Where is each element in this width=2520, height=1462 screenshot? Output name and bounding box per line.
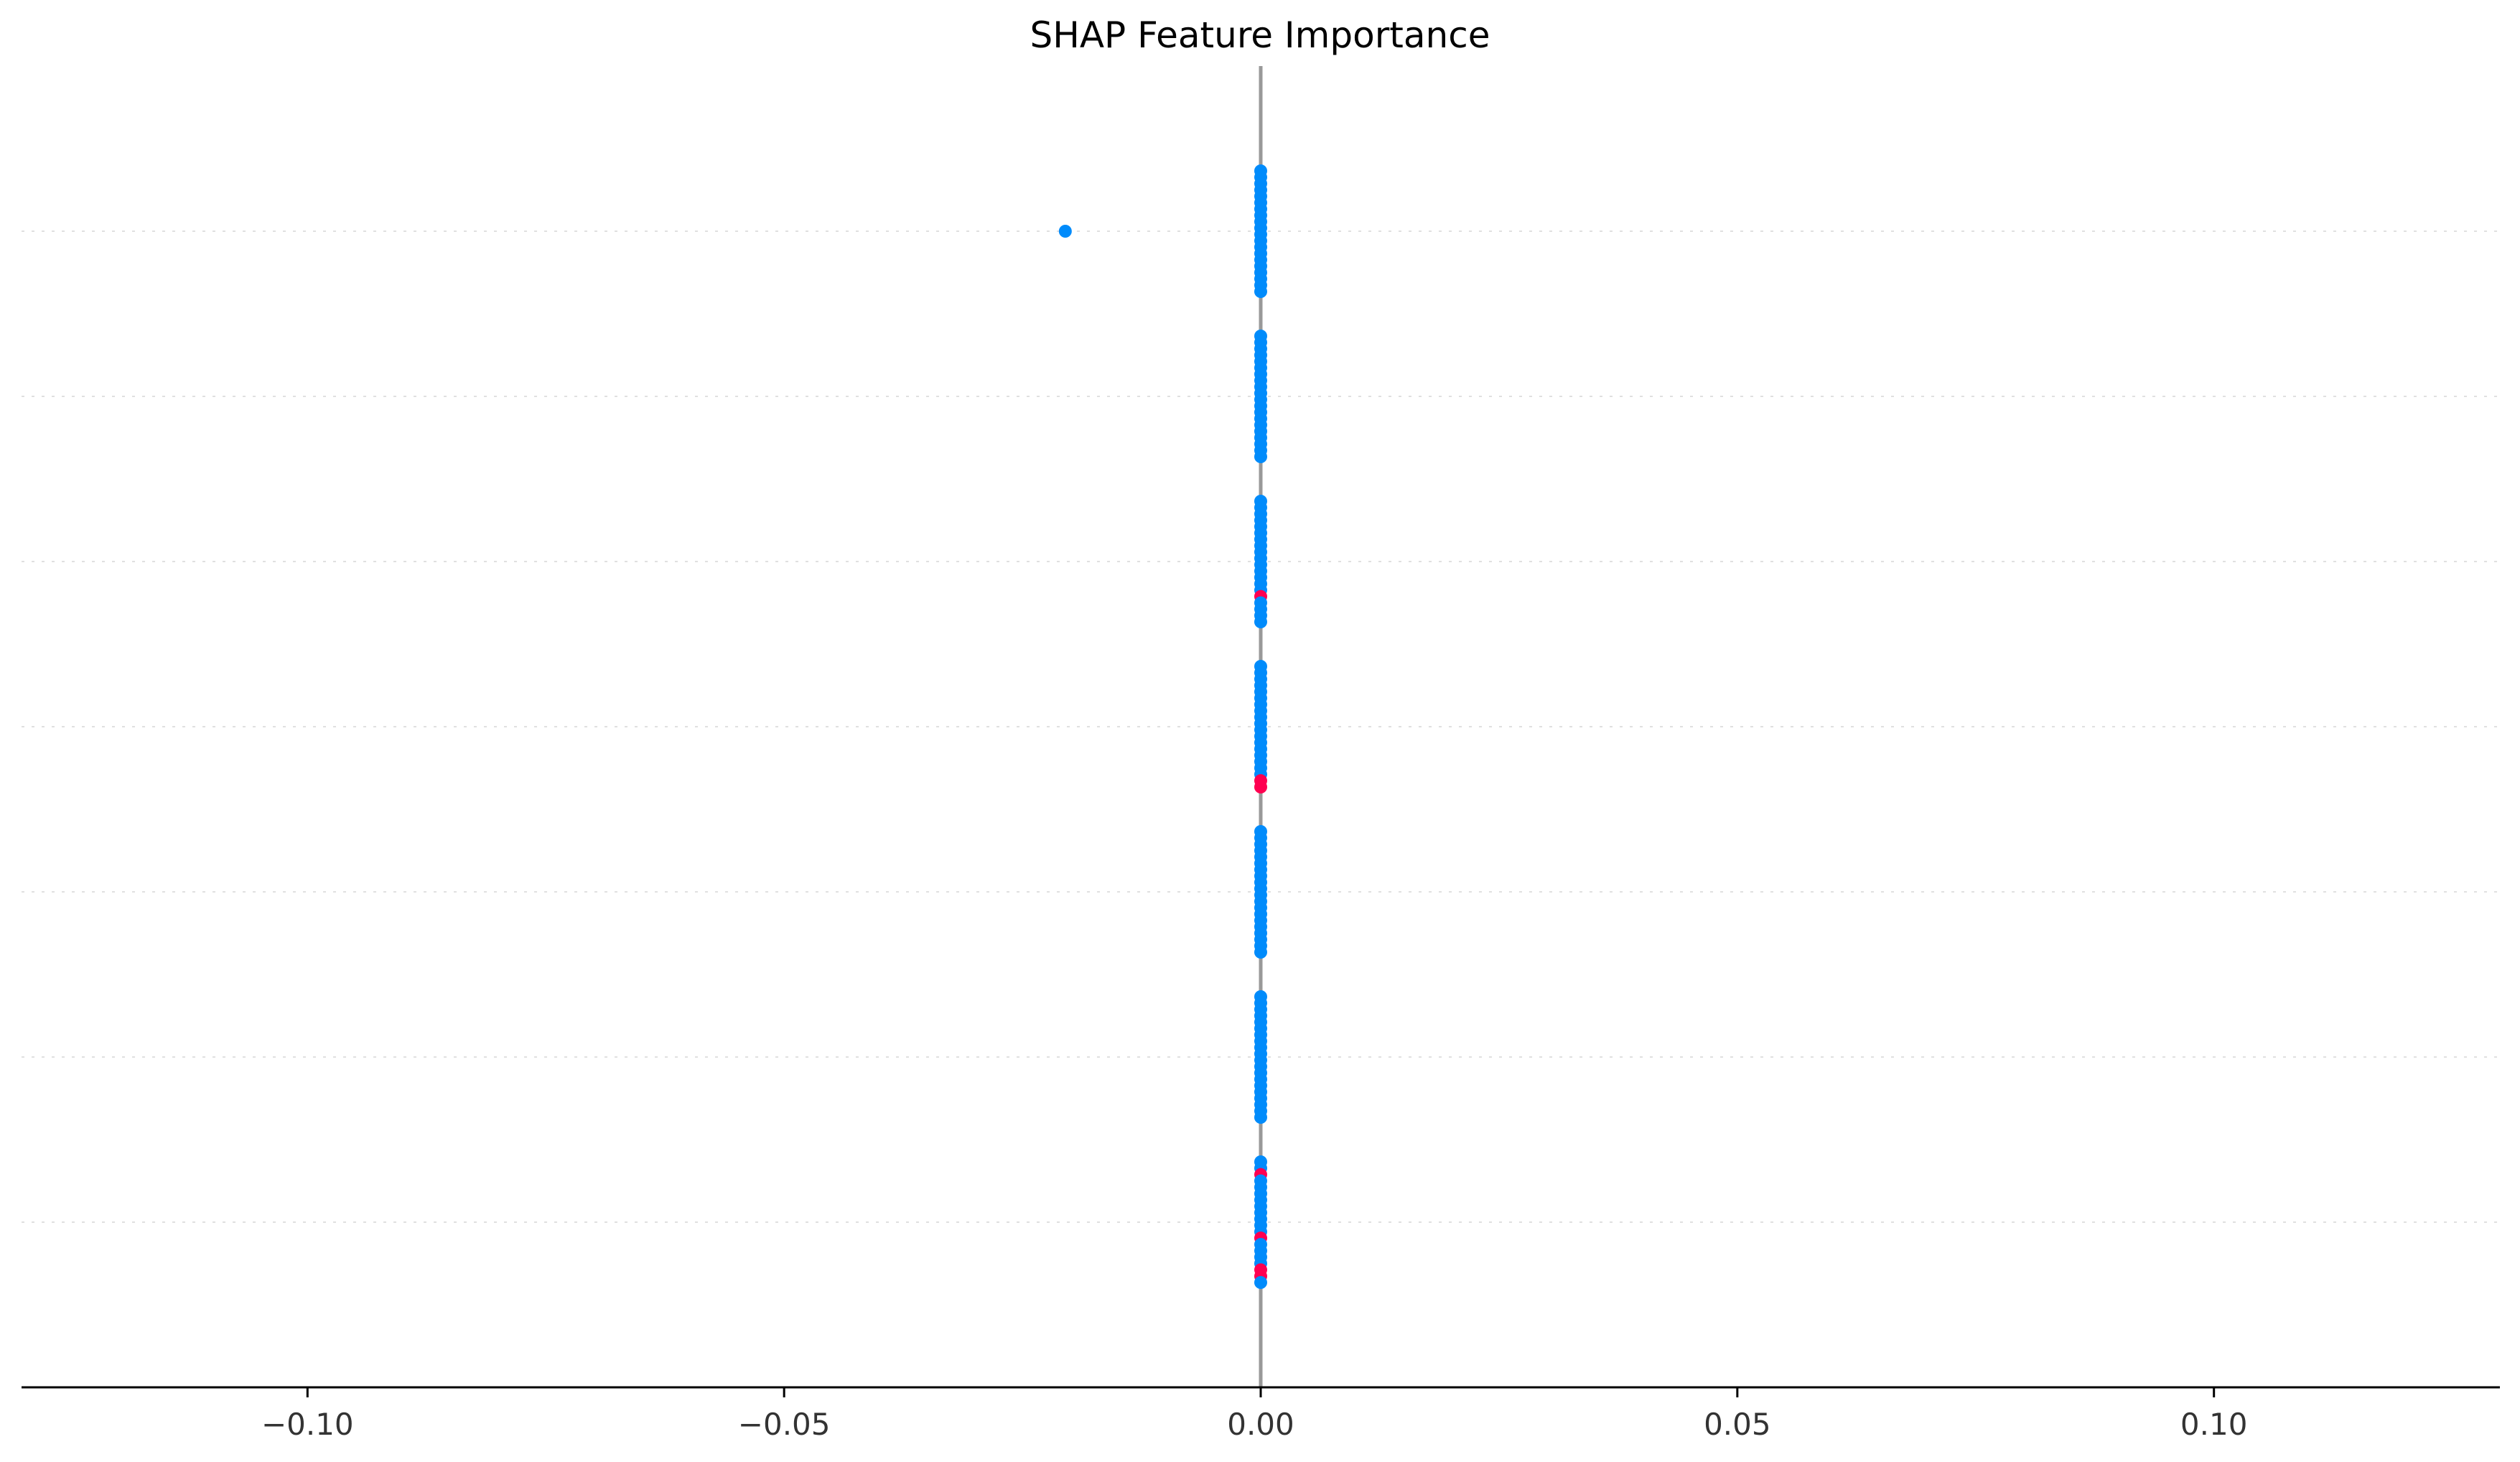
feature-row-5 bbox=[1254, 825, 1267, 959]
data-points bbox=[1058, 164, 1267, 1289]
x-tick-label: −0.05 bbox=[738, 1407, 831, 1442]
x-tick-label: 0.10 bbox=[2180, 1407, 2248, 1442]
feature-row-4 bbox=[1254, 660, 1267, 793]
feature-row-6 bbox=[1254, 990, 1267, 1124]
x-tick-label: −0.10 bbox=[261, 1407, 354, 1442]
data-point bbox=[1254, 450, 1267, 463]
feature-row-2 bbox=[1254, 330, 1267, 463]
data-point bbox=[1254, 1276, 1267, 1289]
data-point bbox=[1254, 946, 1267, 959]
x-tick-label: 0.05 bbox=[1704, 1407, 1771, 1442]
feature-row-3 bbox=[1254, 495, 1267, 628]
feature-row-7 bbox=[1254, 1155, 1267, 1289]
chart-title: SHAP Feature Importance bbox=[1030, 14, 1490, 56]
data-point bbox=[1254, 781, 1267, 793]
feature-row-1 bbox=[1058, 164, 1267, 298]
data-point bbox=[1254, 615, 1267, 628]
x-tick-label: 0.00 bbox=[1227, 1407, 1294, 1442]
data-point bbox=[1254, 285, 1267, 298]
data-point bbox=[1254, 1111, 1267, 1124]
x-axis: −0.10 −0.05 0.00 0.05 0.10 bbox=[22, 1386, 2500, 1442]
data-point bbox=[1058, 225, 1072, 238]
